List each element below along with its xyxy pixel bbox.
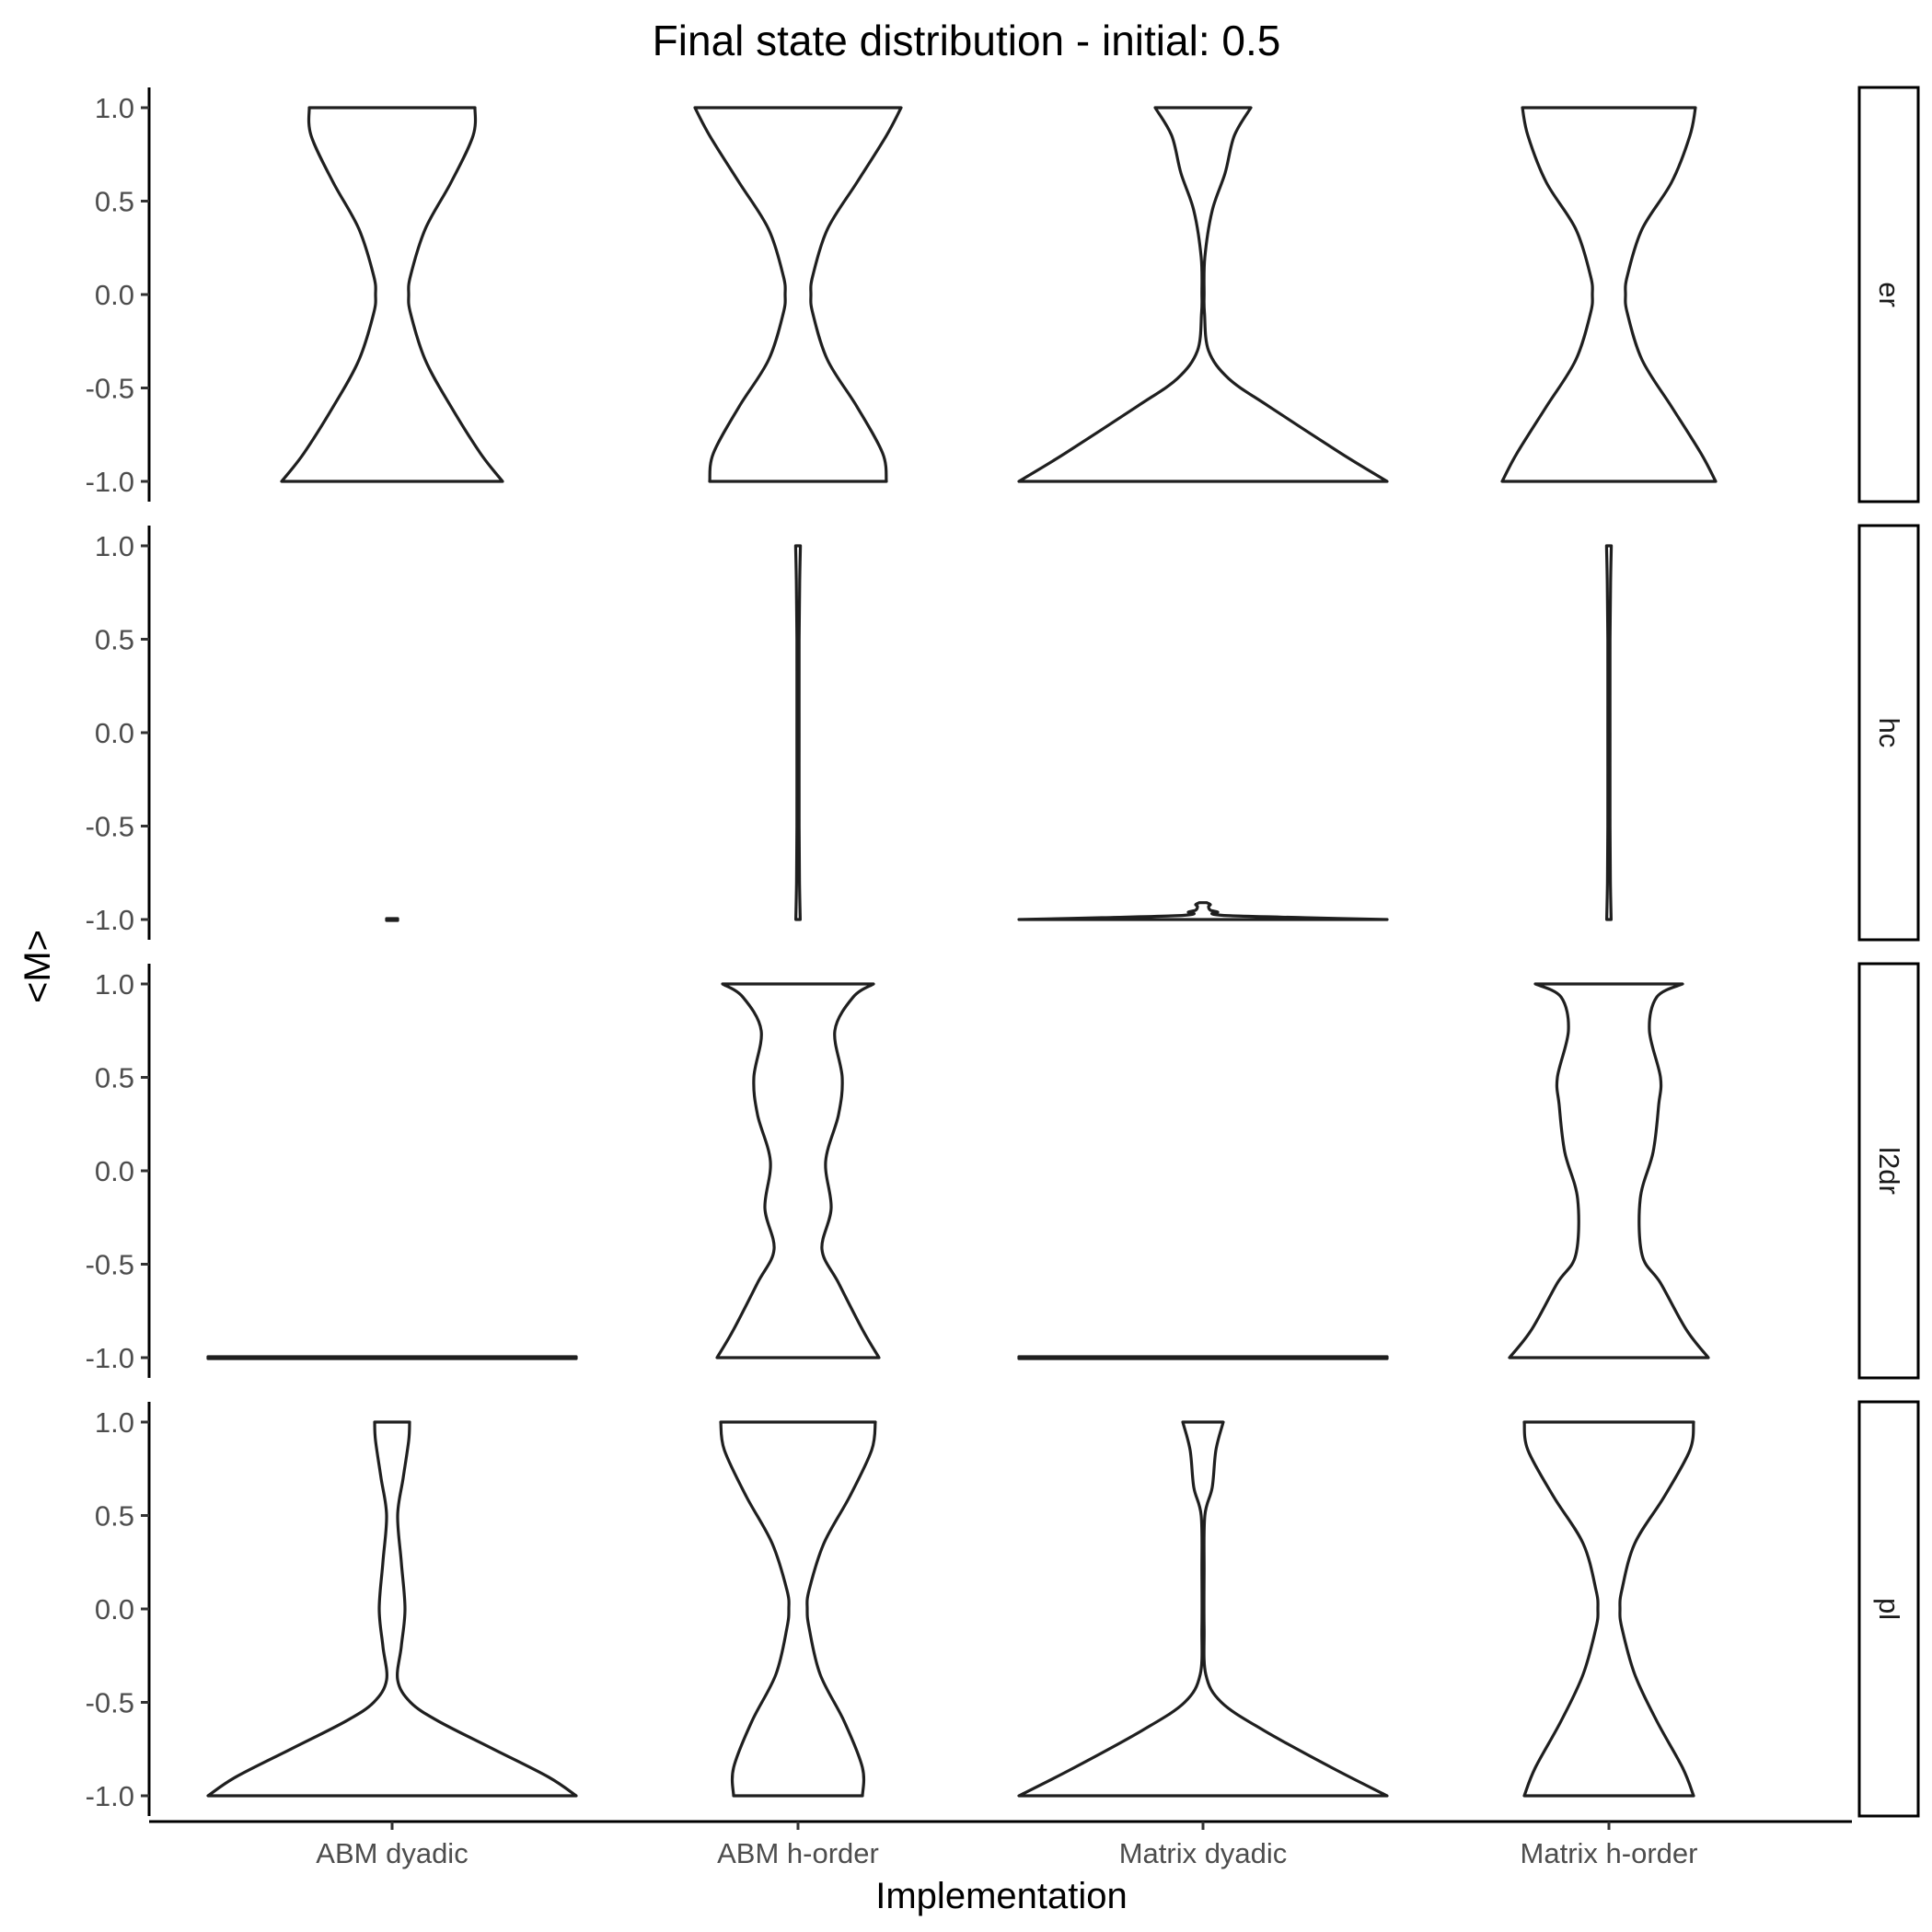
x-tick-label: Matrix h-order (1521, 1837, 1698, 1869)
violin-matrix-dyadic-pl (1017, 1420, 1389, 1798)
y-tick-label: 0.0 (95, 1593, 134, 1625)
facet-panel-er: -1.0 -0.5 0.0 0.5 1.0 er (86, 86, 1920, 503)
violin-abm-h-order-er (693, 106, 903, 483)
x-tick-label: ABM h-order (717, 1837, 879, 1869)
x-tick-label: Matrix dyadic (1119, 1837, 1288, 1869)
violin-abm-h-order-hc (793, 544, 803, 921)
chart-title: Final state distribution - initial: 0.5 (653, 17, 1281, 64)
violin-abm-dyadic-er (280, 106, 504, 483)
violin-matrix-h-order-pl (1522, 1420, 1695, 1798)
y-tick-label: -0.5 (86, 373, 134, 405)
violin-matrix-h-order-l2dr (1508, 982, 1710, 1359)
y-tick-label: 1.0 (95, 92, 134, 124)
y-tick-label: -1.0 (86, 1342, 134, 1374)
violin-matrix-dyadic-er (1017, 106, 1389, 483)
y-tick-label: 0.0 (95, 279, 134, 311)
y-tick-label: 0.5 (95, 186, 134, 218)
facet-panel-l2dr: -1.0 -0.5 0.0 0.5 1.0 l2dr (86, 962, 1920, 1380)
y-tick-label: 0.0 (95, 717, 134, 749)
facet-strip-label: l2dr (1873, 1147, 1905, 1195)
facet-strip-label: pl (1873, 1598, 1905, 1620)
y-tick-label: -1.0 (86, 1780, 134, 1812)
facet-strip (1857, 86, 1920, 503)
facet-panels: -1.0-0.50.00.51.0er-1.0-0.50.00.51.0hc-1… (86, 86, 1920, 1869)
violin-matrix-dyadic-l2dr (1017, 1355, 1389, 1360)
y-tick-label: -0.5 (86, 811, 134, 843)
y-tick-label: -0.5 (86, 1687, 134, 1719)
violin-matrix-h-order-hc (1604, 544, 1614, 921)
violin-abm-dyadic-pl (206, 1420, 578, 1798)
y-tick-label: 1.0 (95, 968, 134, 1001)
y-tick-label: -1.0 (86, 904, 134, 936)
y-tick-label: -1.0 (86, 466, 134, 498)
violin-matrix-h-order-er (1500, 106, 1718, 483)
y-tick-label: 1.0 (95, 530, 134, 562)
y-axis-title: <M> (17, 930, 58, 1003)
facet-strip (1857, 524, 1920, 942)
facet-strip-label: er (1873, 282, 1905, 307)
y-tick-label: 0.5 (95, 1500, 134, 1533)
y-tick-label: 0.5 (95, 1062, 134, 1094)
violin-abm-h-order-l2dr (715, 982, 881, 1359)
facet-strip-label: hc (1873, 718, 1905, 748)
violin-matrix-dyadic-hc (1017, 901, 1389, 921)
facet-panel-hc: -1.0 -0.5 0.0 0.5 1.0 hc (86, 524, 1920, 942)
violin-abm-h-order-pl (719, 1420, 877, 1798)
facet-strip (1857, 962, 1920, 1380)
x-tick-label: ABM dyadic (316, 1837, 468, 1869)
y-tick-label: 0.5 (95, 624, 134, 656)
facet-strip (1857, 1400, 1920, 1818)
violin-abm-dyadic-l2dr (206, 1355, 578, 1360)
violin-abm-dyadic-hc (385, 917, 399, 922)
y-tick-label: 0.0 (95, 1155, 134, 1187)
x-axis-title: Implementation (875, 1876, 1127, 1916)
y-tick-label: -0.5 (86, 1249, 134, 1281)
y-tick-label: 1.0 (95, 1406, 134, 1439)
facet-panel-pl: -1.0 -0.5 0.0 0.5 1.0 pl ABM dyadic ABM h-order… (86, 1400, 1920, 1869)
